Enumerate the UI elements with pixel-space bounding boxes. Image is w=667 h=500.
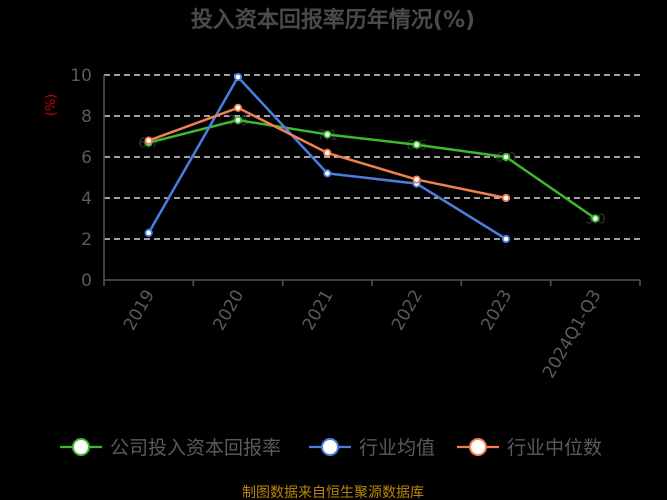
data-point bbox=[233, 116, 243, 125]
data-point bbox=[233, 103, 243, 112]
legend-label: 行业中位数 bbox=[507, 437, 602, 459]
y-tick-label: 0 bbox=[81, 271, 92, 291]
legend-marker bbox=[321, 438, 339, 456]
x-tick-label: 2021 bbox=[299, 287, 338, 334]
legend-label: 公司投入资本回报率 bbox=[110, 437, 281, 459]
legend-label: 行业均值 bbox=[359, 437, 435, 459]
axes: 2019 2020 2021 2022 2023 2024Q1-Q3 bbox=[103, 75, 641, 382]
x-tick-label: 2022 bbox=[388, 287, 427, 334]
data-point bbox=[501, 152, 511, 162]
y-tick-label: 6 bbox=[81, 148, 92, 168]
data-point bbox=[501, 234, 511, 244]
data-point bbox=[412, 175, 421, 184]
y-axis-unit-label: (%) bbox=[44, 94, 59, 117]
x-tick-label: 2019 bbox=[120, 287, 159, 334]
y-tick-label: 8 bbox=[81, 107, 92, 127]
data-point bbox=[144, 136, 153, 145]
gridlines: 0 2 4 6 8 10 bbox=[70, 66, 640, 291]
data-point bbox=[591, 214, 600, 223]
legend-marker bbox=[72, 438, 90, 456]
y-tick-label: 10 bbox=[70, 66, 92, 86]
data-point bbox=[233, 72, 243, 82]
legend: 公司投入资本回报率 行业均值 行业中位数 bbox=[60, 437, 602, 459]
data-point bbox=[412, 140, 421, 149]
series-line bbox=[148, 118, 597, 220]
series-line bbox=[147, 75, 507, 241]
data-point bbox=[323, 130, 332, 139]
chart-title: 投入资本回报率历年情况(%) bbox=[191, 7, 475, 33]
x-tick-label: 2024Q1-Q3 bbox=[539, 287, 606, 382]
data-point bbox=[323, 148, 332, 157]
y-tick-label: 4 bbox=[81, 189, 92, 209]
x-tick-label: 2023 bbox=[477, 287, 516, 334]
source-note: 制图数据来自恒生聚源数据库 bbox=[242, 485, 424, 500]
x-tick-label: 2020 bbox=[209, 287, 248, 334]
data-point bbox=[144, 228, 153, 237]
series-lines bbox=[144, 72, 600, 244]
y-tick-label: 2 bbox=[81, 230, 92, 250]
data-point bbox=[323, 169, 332, 178]
legend-marker bbox=[469, 438, 487, 456]
data-point bbox=[501, 193, 511, 203]
